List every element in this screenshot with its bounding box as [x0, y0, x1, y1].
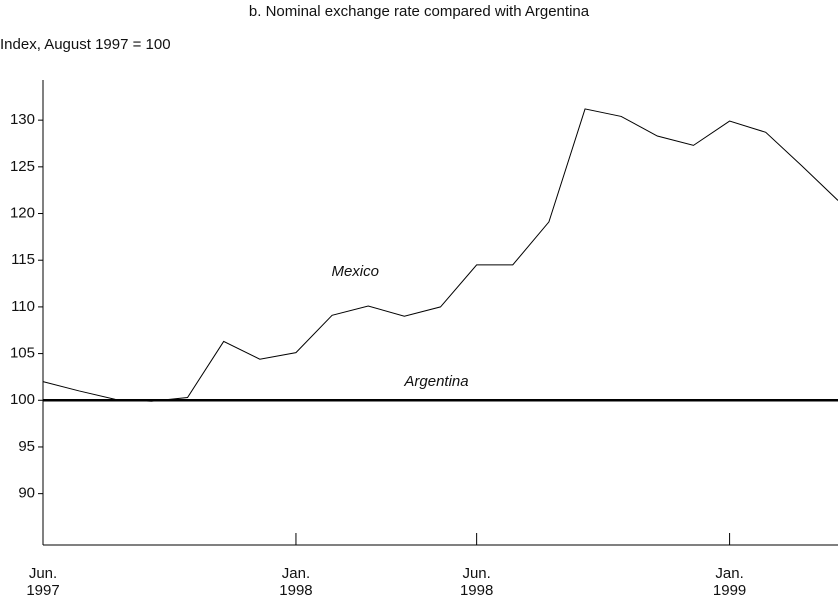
y-tick-label: 105: [10, 345, 35, 362]
y-tick-label: 115: [11, 251, 35, 268]
y-axis-label: Index, August 1997 = 100: [0, 36, 171, 53]
series-label: Mexico: [331, 263, 379, 280]
y-tick-label: 120: [10, 204, 35, 221]
y-tick-label: 130: [10, 111, 35, 128]
y-tick-label: 100: [10, 391, 35, 408]
x-tick-label: Jan. 1998: [279, 565, 313, 599]
chart-title: b. Nominal exchange rate compared with A…: [249, 3, 590, 20]
y-tick-label: 110: [11, 298, 35, 315]
x-tick-label: Jun. 1997: [26, 565, 60, 599]
y-tick-label: 125: [10, 158, 35, 175]
x-tick-label: Jan. 1999: [712, 565, 747, 599]
x-tick-label: Jun. 1998: [459, 565, 494, 599]
y-tick-label: 95: [18, 438, 35, 455]
y-tick-label: 90: [18, 485, 35, 502]
series-line: [42, 108, 838, 402]
series-label: Argentina: [403, 373, 468, 390]
